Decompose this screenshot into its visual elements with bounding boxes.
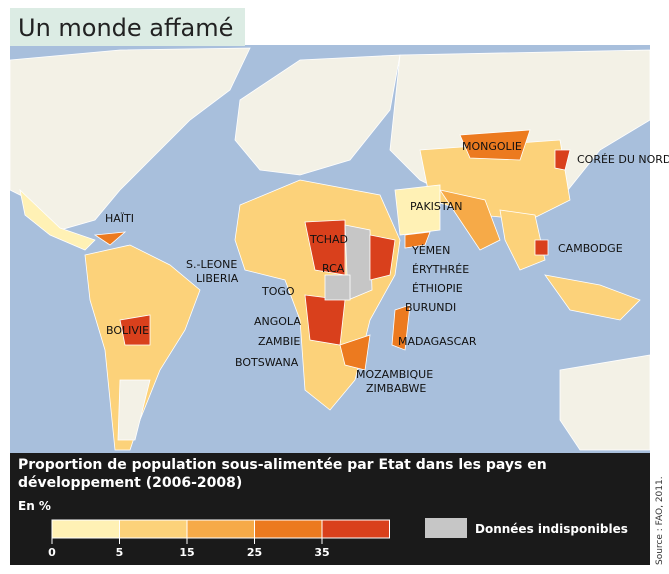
country-label: S.-LEONE bbox=[186, 258, 237, 271]
country-label: ZAMBIE bbox=[258, 335, 300, 348]
country-label: BOTSWANA bbox=[235, 356, 299, 369]
legend-title-box: Proportion de population sous-alimentée … bbox=[18, 457, 547, 491]
title: Un monde affamé bbox=[18, 14, 233, 42]
country-label: TOGO bbox=[261, 285, 295, 298]
country-label: ÉRYTHRÉE bbox=[412, 263, 469, 276]
legend-missing-swatch bbox=[425, 518, 467, 538]
legend-tick-label: 0 bbox=[48, 546, 56, 559]
country-label: ÉTHIOPIE bbox=[412, 282, 463, 295]
title-box bbox=[10, 8, 245, 46]
country-label: CORÉE DU NORD bbox=[577, 153, 669, 166]
legend-tick-label: 15 bbox=[179, 546, 194, 559]
country-label: MADAGASCAR bbox=[398, 335, 477, 348]
legend-swatch bbox=[186, 519, 255, 539]
legend-swatch bbox=[119, 519, 188, 539]
country-label: TCHAD bbox=[309, 233, 348, 246]
country-label: RCA bbox=[322, 262, 345, 275]
legend-swatch bbox=[254, 519, 323, 539]
legend-scale: 0 5 15 25 35 bbox=[48, 519, 390, 559]
legend-unit: En % bbox=[18, 499, 51, 513]
country-label: MOZAMBIQUE bbox=[356, 368, 433, 381]
legend-swatch bbox=[321, 519, 390, 539]
country-label: ANGOLA bbox=[254, 315, 301, 328]
country-label: HAÏTI bbox=[105, 212, 134, 225]
legend-swatch bbox=[51, 519, 120, 539]
country-label: LIBERIA bbox=[196, 272, 239, 285]
source: Source : FAO, 2011. bbox=[655, 476, 665, 565]
country-label: BOLIVIE bbox=[106, 324, 149, 337]
legend-missing: Données indisponibles bbox=[475, 522, 628, 536]
country-label: ZIMBABWE bbox=[366, 382, 426, 395]
country-label: BURUNDI bbox=[405, 301, 456, 314]
country-label: PAKISTAN bbox=[410, 200, 463, 213]
country-label: YÉMEN bbox=[411, 244, 450, 257]
legend-tick-label: 25 bbox=[247, 546, 262, 559]
legend-tick-label: 5 bbox=[116, 546, 124, 559]
legend-box bbox=[10, 453, 650, 565]
country-label: CAMBODGE bbox=[558, 242, 623, 255]
land bbox=[9, 47, 651, 451]
country-labels: MONGOLIE CORÉE DU NORD HAÏTI PAKISTAN TC… bbox=[105, 140, 669, 395]
country-label: MONGOLIE bbox=[462, 140, 522, 153]
legend-tick-label: 35 bbox=[314, 546, 329, 559]
legend-title: Proportion de population sous-alimentée … bbox=[18, 457, 547, 491]
